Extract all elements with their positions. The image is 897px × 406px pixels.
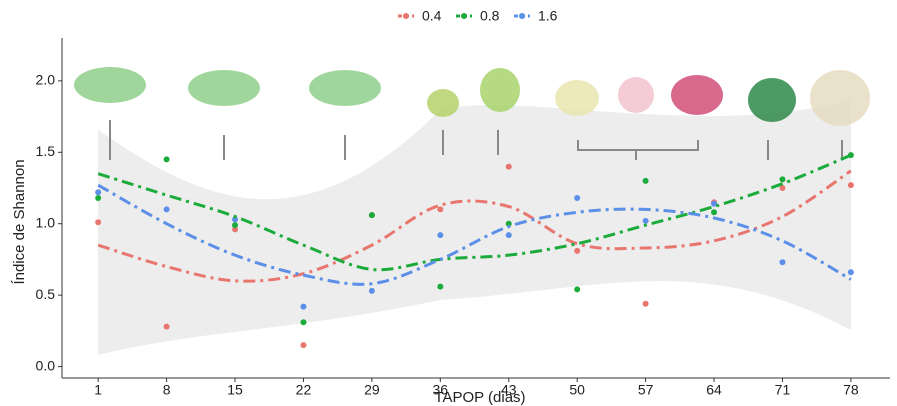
- point: [95, 195, 102, 201]
- y-axis-label: Índice de Shannon: [11, 159, 28, 284]
- point: [95, 189, 102, 196]
- point: [642, 177, 649, 184]
- fit-line: [97, 183, 852, 286]
- point: [437, 283, 444, 290]
- x-tick-label: 15: [227, 382, 243, 398]
- plant-icon: [188, 70, 260, 106]
- point: [711, 209, 718, 216]
- point: [847, 269, 854, 276]
- y-tick-label: 0.0: [36, 357, 56, 373]
- point: [642, 217, 649, 224]
- plant-icon: [748, 78, 796, 122]
- point: [574, 286, 581, 293]
- point: [300, 342, 307, 349]
- marker-bracket: [577, 140, 699, 151]
- y-tick-label: 2.0: [36, 72, 56, 88]
- point: [779, 185, 786, 191]
- point: [95, 219, 102, 226]
- legend-dot: [519, 13, 525, 19]
- legend-dot: [403, 13, 409, 19]
- legend-label: 0.4: [422, 8, 442, 24]
- point: [232, 222, 239, 229]
- x-tick-label: 71: [775, 382, 791, 398]
- point: [574, 195, 581, 201]
- plant-icon: [671, 75, 723, 115]
- x-tick-label: 8: [163, 382, 171, 398]
- plant-icon: [74, 67, 146, 103]
- point: [711, 200, 718, 207]
- point: [300, 319, 307, 326]
- y-tick-label: 1.0: [36, 214, 56, 230]
- x-tick-label: 78: [843, 382, 859, 398]
- x-tick-label: 57: [638, 382, 654, 398]
- point: [505, 220, 512, 227]
- legend-dot: [461, 13, 467, 19]
- point: [300, 303, 307, 310]
- confidence-band: [98, 100, 851, 355]
- point: [368, 287, 375, 294]
- plant-icons: [74, 67, 870, 126]
- plant-icon: [427, 89, 459, 117]
- x-tick-label: 50: [569, 382, 585, 398]
- point: [163, 206, 170, 213]
- legend-label: 0.8: [480, 8, 500, 24]
- point: [232, 226, 239, 233]
- point: [163, 156, 170, 163]
- point: [368, 212, 375, 219]
- x-tick-label: 1: [94, 382, 102, 398]
- plant-icon: [480, 68, 520, 112]
- point: [505, 232, 512, 239]
- x-axis-label: TAPOP (dias): [434, 389, 525, 406]
- point: [163, 323, 170, 330]
- plant-icon: [618, 77, 654, 113]
- bands: [98, 100, 851, 355]
- point: [779, 176, 786, 183]
- point: [574, 247, 581, 254]
- plant-icon: [810, 70, 870, 126]
- point: [437, 232, 444, 239]
- fit-line: [97, 169, 852, 283]
- point: [779, 259, 786, 266]
- x-tick-label: 64: [706, 382, 722, 398]
- point: [847, 182, 854, 189]
- point: [437, 206, 444, 213]
- plant-icon: [555, 80, 599, 116]
- y-tick-label: 1.5: [36, 143, 56, 159]
- y-tick-label: 0.5: [36, 286, 56, 302]
- point: [232, 216, 239, 223]
- plant-icon: [309, 70, 381, 106]
- x-tick-label: 22: [296, 382, 312, 398]
- fit-line: [97, 153, 852, 272]
- x-tick-label: 29: [364, 382, 380, 398]
- x-tick-label: 43: [501, 382, 517, 398]
- point: [505, 163, 512, 170]
- legend-label: 1.6: [538, 8, 558, 24]
- decor: [109, 120, 843, 160]
- point: [642, 300, 649, 307]
- x-tick-label: 36: [433, 382, 449, 398]
